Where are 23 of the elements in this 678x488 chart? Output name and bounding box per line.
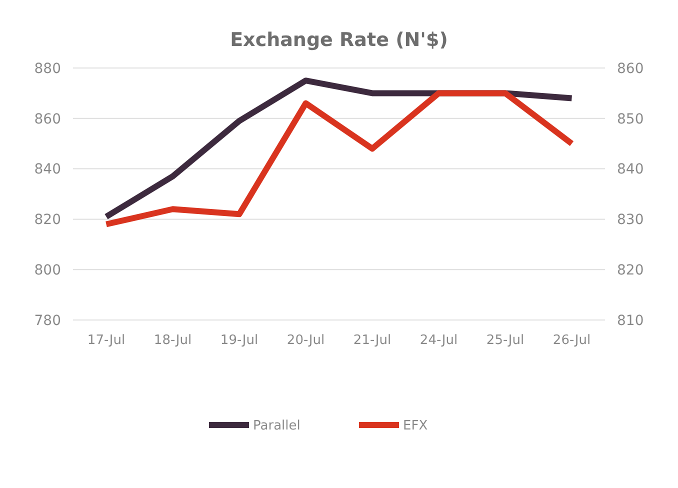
y-tick-label: 840 — [34, 162, 61, 178]
y-tick-label: 860 — [34, 111, 61, 128]
x-tick-label: 24-Jul — [420, 333, 458, 348]
x-tick-label: 21-Jul — [353, 333, 392, 348]
y2-tick-label: 840 — [617, 162, 644, 178]
y2-tick-label: 810 — [617, 312, 644, 329]
y-tick-label: 780 — [34, 312, 61, 329]
x-tick-label: 20-Jul — [286, 333, 325, 348]
y-tick-label: 820 — [34, 212, 61, 228]
y2-tick-label: 820 — [617, 262, 644, 278]
y-tick-label: 880 — [34, 60, 61, 77]
x-tick-label: 17-Jul — [87, 333, 126, 348]
y2-tick-label: 830 — [617, 212, 644, 228]
x-tick-label: 25-Jul — [486, 333, 524, 348]
chart-title: Exchange Rate (N'$) — [230, 29, 448, 51]
y-tick-label: 800 — [34, 262, 61, 278]
x-tick-label: 18-Jul — [154, 333, 192, 348]
x-tick-label: 19-Jul — [220, 333, 258, 348]
legend-label: Parallel — [253, 418, 300, 434]
y2-tick-label: 850 — [617, 111, 644, 128]
legend-label: EFX — [403, 418, 428, 434]
x-tick-label: 26-Jul — [552, 333, 591, 348]
y2-tick-label: 860 — [617, 60, 644, 77]
